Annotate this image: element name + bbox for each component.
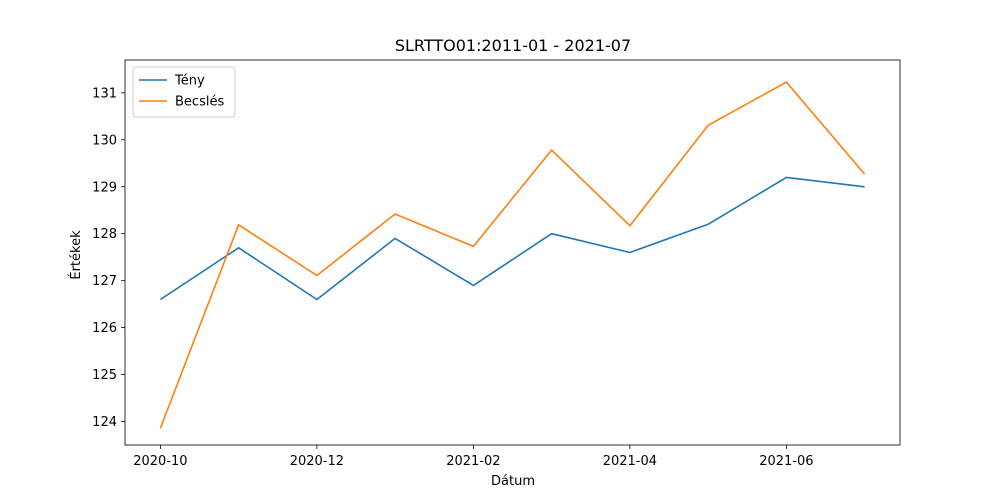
- y-tick-label: 128: [92, 227, 117, 242]
- y-tick-label: 124: [92, 415, 117, 430]
- plot-area: 124 125 126 127 128 129 130 131 2020-10 2020-12 20…: [92, 59, 901, 469]
- series-line-becsl-s: [159, 81, 866, 429]
- y-tick-label: 125: [92, 368, 117, 383]
- y-tick-label: 127: [92, 274, 117, 289]
- chart-title: SLRTTO01:2011-01 - 2021-07: [395, 36, 631, 55]
- y-tick-label: 130: [92, 133, 117, 148]
- x-tick-label: 2020-10: [133, 454, 187, 469]
- x-tick-label: 2020-12: [290, 454, 344, 469]
- y-tick-label: 126: [92, 321, 117, 336]
- legend-label: Tény: [174, 74, 205, 89]
- x-tick-label: 2021-02: [446, 454, 500, 469]
- axes-frame: [124, 59, 901, 446]
- x-axis-label: Dátum: [491, 474, 535, 489]
- y-axis-label: Értékek: [68, 230, 84, 280]
- y-tick-label: 129: [92, 180, 117, 195]
- x-tick-label: 2021-06: [759, 454, 813, 469]
- legend-label: Becslés: [175, 95, 224, 110]
- series-line-t-ny: [159, 176, 865, 301]
- y-tick-label: 131: [92, 86, 117, 101]
- x-tick-label: 2021-04: [603, 454, 657, 469]
